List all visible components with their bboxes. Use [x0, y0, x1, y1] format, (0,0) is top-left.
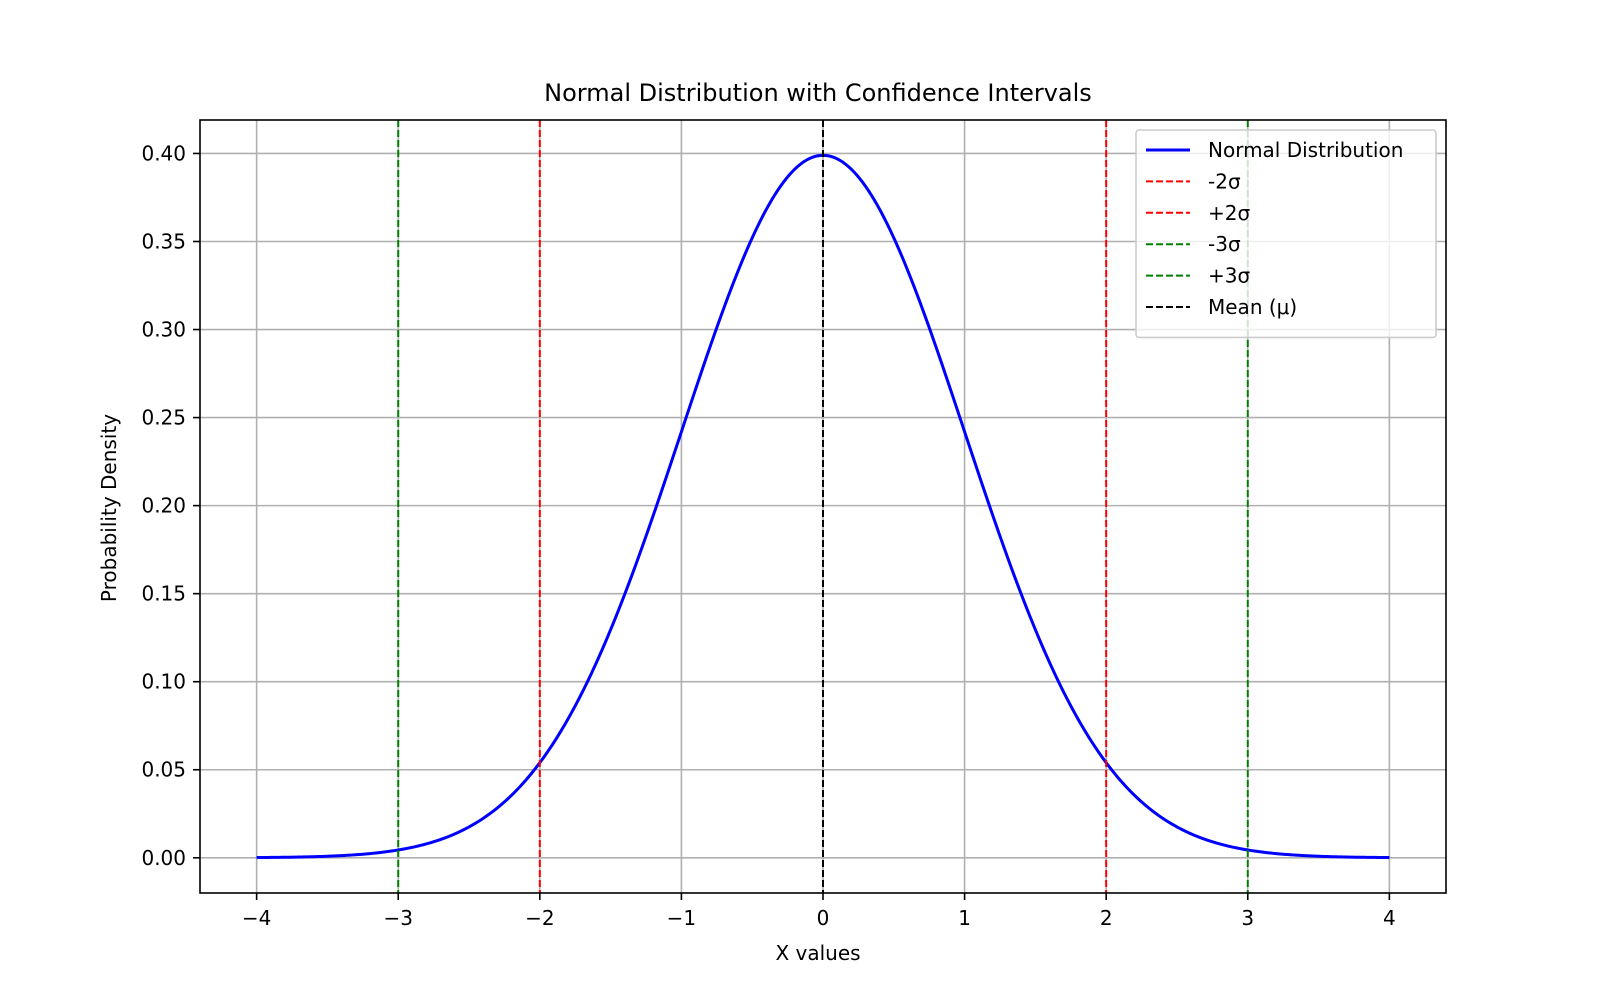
- x-axis-label: X values: [775, 941, 860, 965]
- legend-box: [1135, 129, 1437, 339]
- legend-label: Mean (μ): [1208, 295, 1297, 319]
- x-tick-label: −4: [242, 906, 271, 930]
- legend: Normal Distribution -2σ +2σ -3σ +3σ Mean (μ): [1135, 129, 1437, 339]
- y-tick-label: 0.30: [141, 318, 186, 342]
- y-tick-label: 0.10: [141, 670, 186, 694]
- x-tick-label: −3: [383, 906, 412, 930]
- y-axis-label: Probability Density: [97, 414, 121, 602]
- y-tick-label: 0.00: [141, 846, 186, 870]
- x-tick-label: −2: [525, 906, 554, 930]
- y-tick-label: 0.25: [141, 406, 186, 430]
- y-tick-label: 0.35: [141, 229, 186, 253]
- chart-title: Normal Distribution with Confidence Inte…: [544, 79, 1092, 107]
- y-tick-label: 0.15: [141, 582, 186, 606]
- x-tick-label: 1: [958, 906, 971, 930]
- x-tick-label: 2: [1100, 906, 1113, 930]
- legend-label: +3σ: [1208, 264, 1250, 288]
- legend-label: -2σ: [1208, 169, 1241, 193]
- y-tick-label: 0.40: [141, 141, 186, 165]
- x-tick-label: 3: [1241, 906, 1254, 930]
- legend-label: Normal Distribution: [1208, 138, 1403, 162]
- x-tick-label: 0: [817, 906, 830, 930]
- legend-label: -3σ: [1208, 232, 1241, 256]
- legend-label: +2σ: [1208, 201, 1250, 225]
- x-tick-label: 4: [1383, 906, 1396, 930]
- y-tick-label: 0.20: [141, 494, 186, 518]
- y-tick-label: 0.05: [141, 758, 186, 782]
- x-tick-label: −1: [667, 906, 696, 930]
